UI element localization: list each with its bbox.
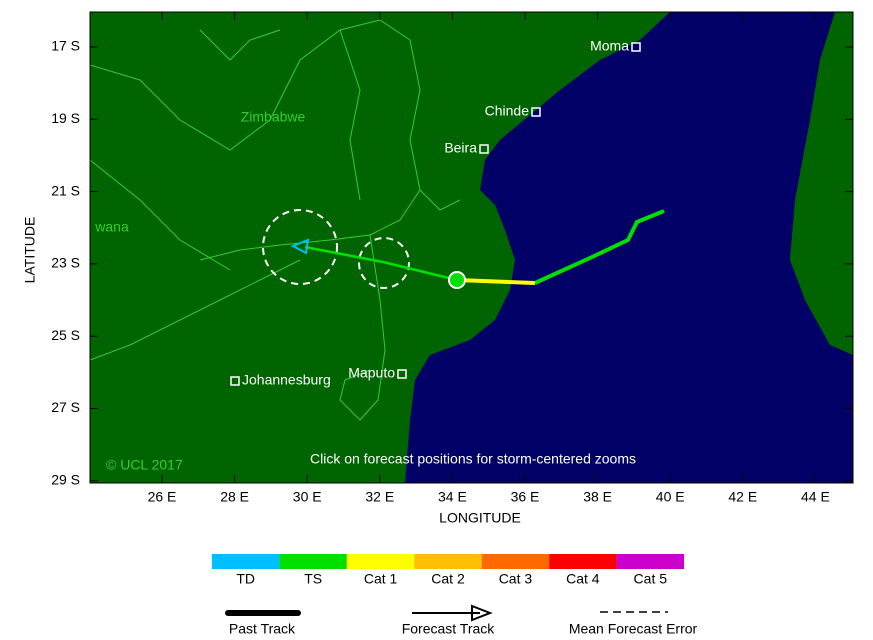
past-track-cat1 <box>456 278 536 285</box>
x-tick-label: 36 E <box>511 489 540 505</box>
x-tick-label: 30 E <box>293 489 322 505</box>
legend-label: Cat 1 <box>364 571 398 587</box>
place-marker <box>479 144 489 154</box>
legend-label: Cat 3 <box>499 571 533 587</box>
x-tick-label: 34 E <box>438 489 467 505</box>
track-legend-label: Mean Forecast Error <box>569 621 698 637</box>
x-axis-label: LONGITUDE <box>439 510 521 526</box>
place-label: Moma <box>590 38 629 54</box>
y-tick-label: 19 S <box>51 110 80 126</box>
place-marker <box>397 369 407 379</box>
forecast-track <box>304 245 458 282</box>
legend-swatch <box>212 554 280 569</box>
note: Click on forecast positions for storm-ce… <box>310 451 636 467</box>
y-tick-label: 17 S <box>51 38 80 54</box>
past-track-ts <box>534 209 665 285</box>
place-marker <box>631 42 641 52</box>
credit: © UCL 2017 <box>106 457 183 473</box>
forecast-arrow <box>471 604 493 622</box>
country-label: Zimbabwe <box>241 109 306 125</box>
track-legend-label: Past Track <box>229 621 296 637</box>
place-label: Chinde <box>485 103 530 119</box>
place-label: Beira <box>444 140 477 156</box>
place-marker <box>230 376 240 386</box>
y-tick-label: 21 S <box>51 182 80 198</box>
y-tick-label: 29 S <box>51 472 80 488</box>
x-tick-label: 42 E <box>728 489 757 505</box>
x-tick-label: 28 E <box>220 489 249 505</box>
legend-label: Cat 5 <box>634 571 668 587</box>
legend-swatch <box>549 554 617 569</box>
x-tick-label: 32 E <box>365 489 394 505</box>
legend-label: TS <box>304 571 322 587</box>
legend-label: TD <box>236 571 255 587</box>
forecast-position[interactable] <box>290 238 310 255</box>
forecast-error-cones <box>262 209 410 289</box>
track-legend-label: Forecast Track <box>402 621 496 637</box>
place-label: Maputo <box>348 365 395 381</box>
y-tick-label: 25 S <box>51 327 80 343</box>
legend-swatch <box>616 554 684 569</box>
x-tick-label: 40 E <box>656 489 685 505</box>
y-axis-label: LATITUDE <box>22 217 38 284</box>
legend-label: Cat 2 <box>431 571 465 587</box>
y-tick-label: 27 S <box>51 399 80 415</box>
y-tick-label: 23 S <box>51 255 80 271</box>
labels: 26 E 28 E 30 E 32 E 34 E 36 E 38 E 40 E 42 E 44 E… <box>22 12 853 637</box>
place-marker <box>531 107 541 117</box>
legend-swatch <box>279 554 347 569</box>
x-tick-label: 26 E <box>148 489 177 505</box>
legend-swatch <box>414 554 482 569</box>
borders <box>89 19 461 421</box>
legend-label: Cat 4 <box>566 571 600 587</box>
country-label: wana <box>94 219 129 235</box>
place-label: Johannesburg <box>242 372 331 388</box>
current-position[interactable] <box>448 271 466 289</box>
x-tick-label: 44 E <box>801 489 830 505</box>
legend-swatch <box>481 554 550 569</box>
ocean <box>405 12 853 483</box>
legend-swatch <box>346 554 415 569</box>
map <box>89 11 854 484</box>
x-tick-label: 38 E <box>583 489 612 505</box>
map-frame <box>89 11 854 484</box>
